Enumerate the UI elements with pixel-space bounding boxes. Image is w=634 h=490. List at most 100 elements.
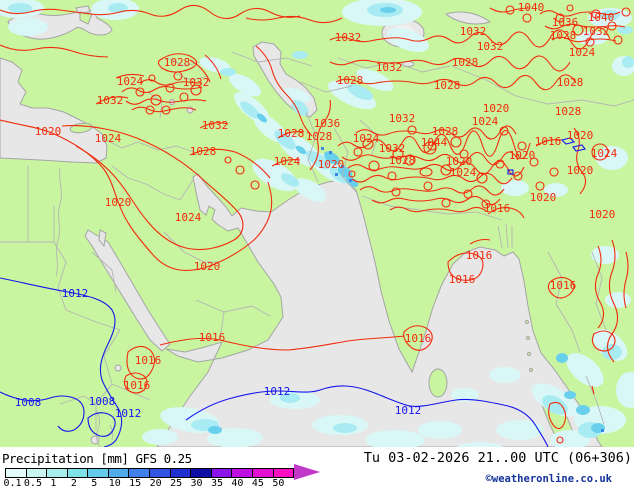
isobar-label: 1028	[278, 127, 305, 140]
isobar-label: 1032	[583, 25, 610, 38]
colorbar-cell-25	[170, 469, 192, 477]
isobar-label: 1020	[567, 129, 594, 142]
isobar-label: 1024	[117, 75, 144, 88]
isobar-label: 1028	[306, 130, 333, 143]
legend-title: Precipitation [mm] GFS 0.25	[2, 451, 192, 466]
isobar-label: 1020	[567, 164, 594, 177]
isobar-label: 1040	[588, 11, 615, 24]
colorbar-tick: 25	[170, 478, 183, 489]
colorbar-cell-1	[47, 469, 68, 477]
isobar-label: 1016	[124, 379, 151, 392]
isobar-label: 1028	[557, 76, 584, 89]
isobar-label: 1020	[483, 102, 510, 115]
colorbar-tick: 40	[231, 478, 244, 489]
isobar-label: 1016	[466, 249, 493, 262]
isobar-label: 1024	[591, 147, 618, 160]
colorbar-tick: 20	[149, 478, 162, 489]
colorbar-cell-20	[150, 469, 171, 477]
colorbar-tick: 15	[129, 478, 142, 489]
isobar-label: 1032	[460, 25, 487, 38]
isobar-label: 1016	[535, 135, 562, 148]
colorbar-cell-0.5	[26, 469, 48, 477]
isobar-label: 1032	[335, 31, 362, 44]
isobar-label: 1016	[449, 273, 476, 286]
colorbar-cell-15	[129, 469, 151, 477]
colorbar-tick: 50	[272, 478, 285, 489]
colorbar-overflow-arrow	[294, 464, 320, 480]
isobar-label: 1012	[62, 287, 89, 300]
isobar-label: 1032	[477, 40, 504, 53]
isobar-label: 1020	[318, 158, 345, 171]
isobar-label: 1020	[530, 191, 557, 204]
colorbar-tick: 10	[108, 478, 121, 489]
isobar-label: 1032	[97, 94, 124, 107]
colorbar-cell-40	[232, 469, 253, 477]
isobar-label: 1044	[421, 136, 448, 149]
isobar-high-layer	[0, 4, 631, 444]
isobar-label: 1032	[389, 112, 416, 125]
isobar-label: 1008	[89, 395, 116, 408]
colorbar-tick: 5	[91, 478, 98, 489]
colorbar-cell-30	[191, 469, 212, 477]
colorbar-cell-5	[88, 469, 109, 477]
isobar-label: 1016	[135, 354, 162, 367]
isobar-label: 1024	[175, 211, 202, 224]
map-canvas: 1028103210241032102010241032102810281024…	[0, 0, 634, 447]
isobar-label: 1012	[264, 385, 291, 398]
isobar-label: 1028	[555, 105, 582, 118]
isobar-label: 1036	[314, 117, 341, 130]
isobar-label: 1016	[405, 332, 432, 345]
isobar-label: 1028	[432, 125, 459, 138]
precipitation-colorbar	[5, 468, 294, 478]
isobar-label: 1020	[446, 155, 473, 168]
isobar-label: 1020	[509, 149, 536, 162]
isobar-label: 1012	[115, 407, 142, 420]
isobar-low-layer	[0, 137, 586, 447]
isobar-label: 1024	[274, 155, 301, 168]
colorbar-tick: 35	[210, 478, 224, 489]
isobar-label: 1028	[434, 79, 461, 92]
isobar-label: 1024	[353, 132, 380, 145]
colorbar-cell-10	[108, 469, 130, 477]
colorbar-cell-35	[211, 469, 233, 477]
colorbar-cell-2	[67, 469, 89, 477]
isobar-label: 1016	[484, 202, 511, 215]
isobar-label: 1024	[450, 166, 477, 179]
colorbar-tick: 0.1	[3, 478, 22, 489]
colorbar-tick: 45	[251, 478, 264, 489]
isobar-label: 1020	[105, 196, 132, 209]
isobar-label: 1020	[589, 208, 616, 221]
colorbar-tick: 2	[70, 478, 77, 489]
copyright-link[interactable]: ©weatheronline.co.uk	[485, 473, 612, 485]
forecast-map: 1028 1032 1024 1032 1020 1024 1032 1028 1028 1024…	[0, 0, 634, 447]
isobar-label: 1028	[337, 74, 364, 87]
colorbar-cell-0.1	[6, 469, 27, 477]
isobar-label: 1020	[35, 125, 62, 138]
isobar-label: 1028	[550, 29, 577, 42]
isobar-label: 1020	[194, 260, 221, 273]
isobar-label: 1028	[190, 145, 217, 158]
isobar-label-layer: 1028103210241032102010241032102810281024…	[15, 1, 618, 420]
isobar-label: 1024	[472, 115, 499, 128]
isobar-label: 1032	[379, 142, 406, 155]
isobar-label: 1028	[164, 56, 191, 69]
legend-bar: Precipitation [mm] GFS 0.25 Tu 03-02-202…	[0, 447, 634, 490]
isobar-label: 1028	[389, 154, 416, 167]
isobar-label: 1024	[569, 46, 596, 59]
isobar-label: 1016	[199, 331, 226, 344]
isobar-label: 1040	[518, 1, 545, 14]
isobar-label: 1036	[552, 16, 579, 29]
isobar-label: 1032	[376, 61, 403, 74]
isobar-label: 1032	[202, 119, 229, 132]
isobar-label: 1016	[550, 279, 577, 292]
colorbar-tick: 1	[50, 478, 57, 489]
isobar-label: 1012	[395, 404, 422, 417]
colorbar-tick-labels: 0.1 0.5 1 2 5 10 15 20 25 30 35 40 45 50	[0, 478, 330, 490]
colorbar-tick: 30	[190, 478, 203, 489]
isobar-label: 1008	[15, 396, 42, 409]
colorbar-tick: 0.5	[23, 478, 42, 489]
forecast-datetime: Tu 03-02-2026 21..00 UTC (06+306)	[363, 450, 632, 466]
isobar-label: 1032	[183, 76, 210, 89]
isobar-label: 1028	[452, 56, 479, 69]
